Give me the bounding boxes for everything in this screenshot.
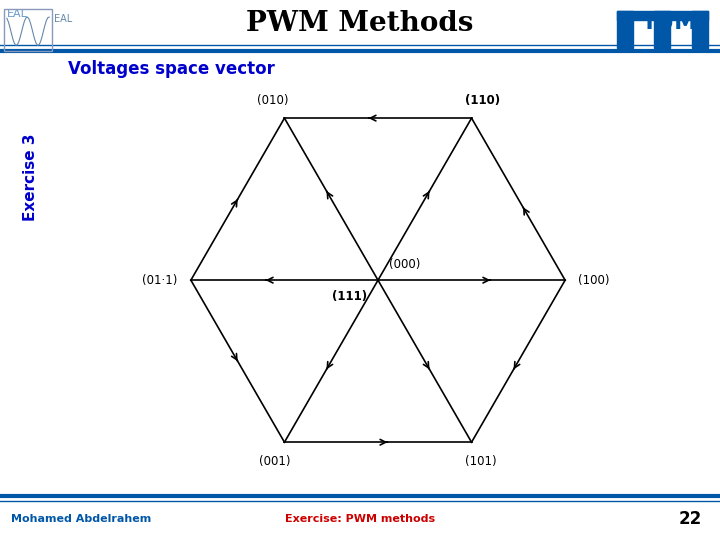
Bar (4, 9, 52, 51)
Text: (01·1): (01·1) (143, 274, 178, 287)
Text: 22: 22 (679, 510, 702, 529)
Bar (617, 11, 708, 20)
Text: (100): (100) (578, 274, 610, 287)
Text: PWM Methods: PWM Methods (246, 10, 474, 37)
Text: (110): (110) (465, 94, 500, 107)
Text: EAL: EAL (53, 14, 72, 24)
Text: (101): (101) (465, 455, 497, 468)
Text: TUM: TUM (642, 12, 697, 33)
Bar (692, 11, 708, 48)
Text: (000): (000) (390, 258, 420, 271)
Text: Exercise: PWM methods: Exercise: PWM methods (285, 515, 435, 524)
Bar (654, 11, 670, 48)
Text: Mohamed Abdelrahem: Mohamed Abdelrahem (11, 515, 151, 524)
Text: Voltages space vector: Voltages space vector (68, 60, 274, 78)
Text: (111): (111) (332, 289, 366, 302)
Bar (617, 11, 633, 48)
Text: (001): (001) (259, 455, 291, 468)
Text: EAL: EAL (7, 9, 28, 19)
Text: Exercise 3: Exercise 3 (23, 133, 38, 221)
Text: (010): (010) (258, 94, 289, 107)
